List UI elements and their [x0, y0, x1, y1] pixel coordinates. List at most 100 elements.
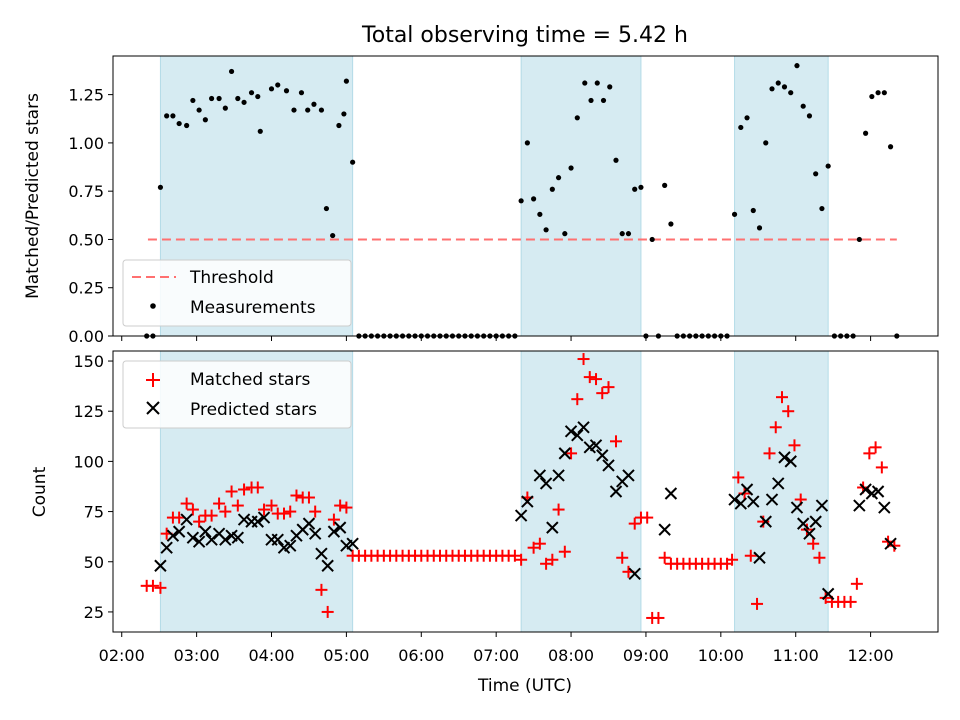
- measurement-point: [537, 211, 543, 217]
- matched-star-point: [173, 511, 186, 524]
- measurement-point: [856, 236, 862, 243]
- predicted-star-point: [803, 527, 816, 540]
- measurements-legend-label: Measurements: [190, 298, 316, 318]
- predicted-star-point: [521, 495, 534, 508]
- measurement-point: [190, 97, 196, 104]
- matched-star-point: [219, 505, 232, 518]
- predicted-star-point: [271, 533, 284, 546]
- predicted-star-point: [728, 493, 741, 506]
- predicted-star-point: [172, 525, 186, 538]
- predicted-star-point: [192, 535, 206, 548]
- predicted-star-point: [315, 547, 328, 560]
- time-x-tick-label: 08:00: [548, 646, 594, 665]
- measurement-point: [662, 182, 668, 188]
- matched-star-point: [757, 515, 770, 528]
- matched-star-point: [552, 503, 565, 516]
- measurement-point: [800, 103, 806, 109]
- measurement-point: [184, 122, 190, 129]
- measurement-point: [518, 198, 524, 204]
- predicted-star-point: [602, 459, 615, 472]
- matched-star-point: [875, 461, 888, 474]
- predicted-star-point: [753, 551, 766, 564]
- counts-y-tick-label: 50: [84, 553, 104, 572]
- measurement-point: [750, 207, 756, 214]
- predicted-star-point: [237, 513, 251, 526]
- time-x-axis-label: Time (UTC): [477, 676, 572, 696]
- predicted-star-point: [231, 531, 245, 544]
- matched-legend-swatch: [146, 373, 160, 387]
- matched-star-point: [769, 421, 782, 434]
- measurement-point: [756, 225, 763, 231]
- predicted-star-point: [205, 533, 218, 546]
- predicted-star-point: [734, 497, 748, 510]
- predicted-star-point: [884, 537, 897, 550]
- matched-star-point: [744, 549, 757, 562]
- predicted-star-point: [778, 451, 791, 464]
- measurement-point: [863, 130, 869, 136]
- counts-panel: 25 50 75 100 125 150 02:00 03:00 04:00 05:00 06:0…: [30, 350, 939, 696]
- measurement-point: [600, 97, 607, 104]
- measurement-point: [819, 205, 825, 212]
- measurement-point: [336, 122, 342, 129]
- predicted-star-point: [571, 429, 584, 442]
- matched-star-point: [327, 513, 340, 526]
- measurement-point: [298, 90, 305, 96]
- measurement-point: [228, 68, 235, 75]
- predicted-legend-label: Predicted stars: [190, 400, 317, 420]
- observing-window: [734, 55, 829, 337]
- ratio-y-tick-label: 0.50: [68, 230, 104, 249]
- measurement-point: [619, 231, 625, 237]
- predicted-star-point: [160, 541, 173, 554]
- observing-window: [520, 350, 642, 633]
- matched-star-point: [751, 597, 764, 610]
- matched-star-point: [775, 391, 788, 404]
- counts-y-axis: 25 50 75 100 125 150: [73, 352, 113, 622]
- measurement-point: [638, 184, 644, 190]
- matched-star-point: [850, 577, 863, 590]
- predicted-star-point: [747, 495, 760, 508]
- predicted-star-point: [796, 517, 810, 530]
- ratio-x-axis-ticks: [121, 336, 872, 341]
- measurement-point: [763, 140, 769, 146]
- ratio-legend-box: [122, 259, 352, 327]
- measurement-point: [257, 128, 263, 134]
- predicted-star-point: [219, 533, 232, 546]
- matched-star-point: [863, 447, 876, 460]
- matched-star-point: [533, 537, 546, 550]
- matched-star-point: [186, 503, 199, 516]
- predicted-star-point: [596, 449, 609, 462]
- measurement-point: [806, 113, 813, 119]
- counts-legend-box: [122, 360, 352, 429]
- observing-window: [520, 55, 642, 337]
- measurement-point: [794, 63, 800, 69]
- predicted-star-point: [772, 477, 785, 490]
- counts-y-tick-label: 75: [84, 503, 104, 522]
- measurement-point: [731, 211, 738, 217]
- predicted-star-point: [609, 485, 623, 498]
- measurement-point: [775, 80, 781, 86]
- measurement-point: [649, 236, 655, 243]
- predicted-star-point: [199, 525, 212, 538]
- matched-star-point: [641, 511, 654, 524]
- measurement-point: [568, 165, 574, 171]
- measurement-point: [164, 113, 170, 119]
- matched-star-point: [813, 551, 826, 564]
- measurement-point: [543, 227, 549, 233]
- measurement-point: [196, 107, 202, 113]
- matched-star-point: [546, 553, 559, 566]
- ratio-y-tick-label: 1.00: [68, 134, 104, 153]
- matched-star-point: [527, 541, 540, 554]
- measurement-point: [291, 107, 297, 113]
- measurement-point: [582, 80, 588, 86]
- measurement-point: [202, 117, 208, 123]
- measurement-point: [248, 90, 255, 96]
- measurement-point: [555, 175, 562, 181]
- matched-star-point: [782, 405, 795, 418]
- predicted-legend-swatch: [146, 401, 160, 415]
- counts-y-tick-label: 100: [73, 452, 104, 471]
- predicted-star-point: [533, 469, 547, 482]
- predicted-star-point: [658, 523, 671, 536]
- measurement-point: [574, 115, 580, 121]
- matched-star-point: [732, 471, 745, 484]
